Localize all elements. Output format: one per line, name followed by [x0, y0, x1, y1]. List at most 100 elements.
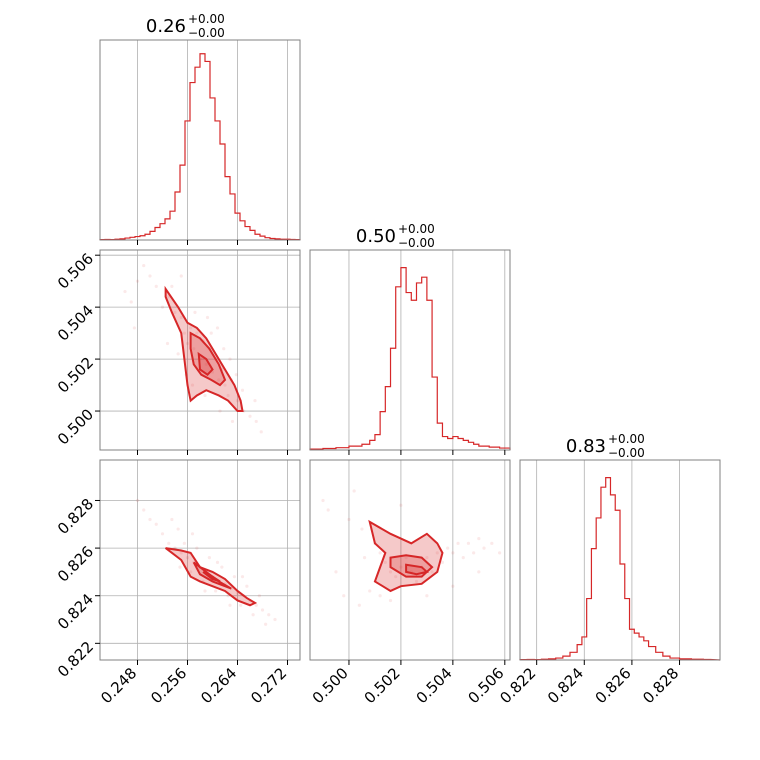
panel-param1-vs-param3-sample-point — [264, 622, 268, 626]
panel-param1-hist-title-value: 0.26 — [146, 16, 186, 37]
panel-param1-vs-param3-xtick-label: 0.248 — [97, 664, 140, 707]
panel-param1-vs-param2-sample-point — [142, 263, 146, 268]
panel-param1-hist-title-minus: −0.00 — [188, 26, 225, 40]
panel-param2-vs-param3-sample-point — [388, 598, 393, 603]
panel-param3-hist-frame — [519, 459, 721, 661]
panel-param1-vs-param3-sample-point — [267, 613, 271, 617]
panel-param1-vs-param2-sample-point — [189, 326, 193, 330]
panel-param1-vs-param2-sample-point — [176, 352, 180, 356]
panel-param2-vs-param3-sample-point — [425, 594, 429, 598]
panel-param1-vs-param3-xtick-label: 0.264 — [197, 664, 240, 707]
panel-param1-vs-param3-xtick-label: 0.256 — [147, 664, 190, 707]
panel-param1-vs-param2-contour-line — [197, 351, 214, 376]
panel-param2-vs-param3-sample-point — [399, 565, 403, 569]
panel-param2-vs-param3-sample-point — [342, 594, 346, 598]
panel-param1-vs-param2-sample-point — [215, 326, 220, 330]
panel-param1-vs-param2-sample-point — [170, 284, 174, 288]
panel-param1-vs-param3-sample-point — [245, 584, 249, 588]
panel-param1-vs-param3-sample-point — [203, 589, 207, 593]
panel-param3-hist: 0.822 0.824 0.826 0.828 0.83 +0.00−0.00 — [496, 432, 721, 707]
panel-param1-vs-param2-sample-point — [209, 331, 213, 335]
panel-param2-hist-title-value: 0.50 — [356, 226, 396, 247]
panel-param1-vs-param3-sample-point — [189, 570, 193, 574]
panel-param1-vs-param2-sample-point — [123, 289, 127, 294]
panel-param1-vs-param2-ytick-label: 0.502 — [54, 353, 97, 396]
panel-param2-vs-param3-sample-point — [435, 551, 439, 555]
panel-param2-vs-param3-sample-point — [490, 541, 494, 545]
panel-param1-vs-param2-sample-point — [190, 383, 195, 387]
panel-param1-vs-param3-sample-point — [182, 541, 186, 545]
panel-param1-vs-param3-sample-point — [154, 522, 158, 526]
panel-param2-vs-param3-sample-point — [446, 546, 450, 550]
panel-param1-vs-param2-sample-point — [195, 331, 199, 335]
panel-param1-vs-param3-sample-point — [257, 594, 261, 598]
panel-param1-vs-param2-frame — [99, 249, 301, 451]
panel-param1-vs-param3-sample-point — [135, 498, 140, 503]
panel-param1-vs-param2-sample-point — [179, 315, 183, 320]
panel-param3-hist-xtick-label: 0.824 — [544, 664, 587, 707]
panel-param3-hist-title-plus: +0.00 — [608, 432, 645, 446]
panel-param2-vs-param3-sample-point — [477, 536, 481, 541]
panel-param1-vs-param2-contour-fill — [190, 333, 225, 386]
panel-param2-vs-param3-contour-line — [368, 519, 444, 593]
panel-param1-vs-param2-sample-point — [160, 305, 165, 309]
panel-param1-vs-param2-sample-point — [205, 315, 210, 320]
panel-param1-vs-param2-sample-point — [240, 388, 245, 392]
panel-param1-vs-param2-sample-point — [226, 393, 230, 398]
panel-param2-vs-param3-sample-point — [352, 489, 356, 493]
panel-param1-hist-histogram-line — [99, 53, 301, 241]
panel-param1-vs-param3-sample-point — [170, 517, 174, 522]
panel-param2-hist-title-minus: −0.00 — [398, 236, 435, 250]
panel-param1-vs-param3-ytick-label: 0.822 — [54, 638, 97, 681]
panel-param1-vs-param3-sample-point — [228, 603, 232, 607]
panel-param1-vs-param2-sample-point — [253, 399, 257, 403]
panel-param2-hist-title-plus: +0.00 — [398, 222, 435, 236]
panel-param2-vs-param3: 0.500 0.502 0.504 0.506 — [309, 459, 511, 707]
panel-param2-vs-param3-sample-point — [357, 603, 361, 607]
panel-param3-hist-xtick-label: 0.828 — [639, 664, 682, 707]
panel-param1-vs-param3-contour-line — [202, 571, 221, 583]
panel-param1-vs-param2-sample-point — [165, 341, 170, 346]
panel-param1-vs-param2-sample-point — [259, 430, 263, 434]
panel-param1-vs-param3-sample-point — [260, 608, 265, 612]
panel-param2-vs-param3-contour-fill — [406, 564, 427, 575]
panel-param1-vs-param2-sample-point — [248, 414, 252, 418]
panel-param1-vs-param2-sample-point — [218, 409, 222, 413]
panel-param1-vs-param3-sample-point — [220, 565, 224, 569]
panel-param1-vs-param3-sample-point — [179, 551, 183, 555]
panel-param1-vs-param2-sample-point — [185, 341, 190, 346]
panel-param2-vs-param3-sample-point — [498, 551, 502, 555]
panel-param1-vs-param2-sample-point — [192, 347, 196, 351]
panel-param1-vs-param2-sample-point — [223, 383, 227, 387]
panel-param3-hist-title-value: 0.83 — [566, 436, 606, 457]
panel-param2-hist-frame — [309, 249, 511, 451]
panel-param1-vs-param2-sample-point — [204, 362, 208, 366]
panel-param1-vs-param2-sample-point — [179, 274, 183, 278]
panel-param2-vs-param3-sample-point — [360, 527, 364, 531]
panel-param2-vs-param3-sample-point — [472, 551, 476, 555]
panel-param2-vs-param3-sample-point — [362, 556, 367, 560]
panel-param2-vs-param3-sample-point — [466, 541, 471, 545]
panel-param1-vs-param2-sample-point — [203, 393, 207, 398]
panel-param1-hist: 0.26 +0.00−0.00 — [99, 12, 301, 245]
panel-param2-vs-param3-sample-point — [378, 551, 382, 555]
panel-param1-vs-param3-sample-point — [167, 541, 171, 545]
panel-param3-hist-xtick-label: 0.826 — [592, 664, 635, 707]
panel-param1-vs-param3-sample-point — [254, 603, 258, 607]
panel-param1-vs-param2-sample-point — [217, 378, 221, 382]
panel-param1-vs-param3-sample-point — [215, 560, 220, 564]
panel-param1-vs-param3-sample-point — [178, 565, 182, 569]
panel-param2-vs-param3-sample-point — [425, 556, 429, 560]
panel-param1-vs-param2-sample-point — [135, 279, 140, 283]
panel-param1-vs-param3-sample-point — [185, 556, 190, 560]
panel-param1-vs-param3-xtick-label: 0.272 — [247, 664, 290, 707]
panel-param3-hist-title-minus: −0.00 — [608, 446, 645, 460]
panel-param1-vs-param3-ytick-label: 0.828 — [54, 495, 97, 538]
panel-param1-vs-param3-sample-point — [239, 603, 243, 607]
panel-param1-vs-param3-sample-point — [160, 532, 165, 536]
panel-param1-vs-param2-sample-point — [235, 399, 240, 403]
panel-param1-hist-title-plus: +0.00 — [188, 12, 225, 26]
panel-param1-vs-param3-sample-point — [190, 532, 195, 536]
panel-param2-hist-histogram-line — [309, 267, 511, 450]
panel-param1-vs-param2-sample-point — [148, 274, 152, 278]
